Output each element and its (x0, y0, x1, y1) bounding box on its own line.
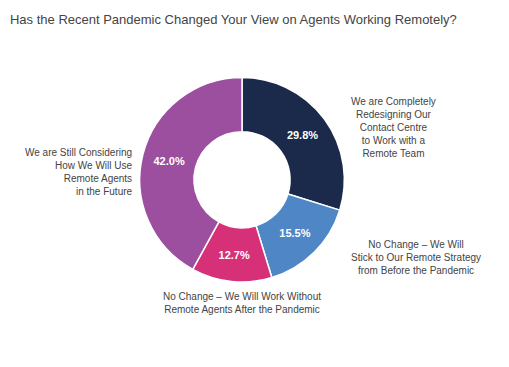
svg-text:No Change – We WillStick to Ou: No Change – We WillStick to Our Remote S… (351, 239, 481, 276)
svg-text:We are Still ConsideringHow We: We are Still ConsideringHow We Will UseR… (25, 147, 133, 197)
svg-text:12.7%: 12.7% (219, 249, 250, 261)
svg-text:Has the Recent Pandemic Change: Has the Recent Pandemic Changed Your Vie… (10, 12, 457, 27)
svg-text:42.0%: 42.0% (153, 155, 184, 167)
svg-text:We are CompletelyRedesigning O: We are CompletelyRedesigning OurContact … (351, 96, 436, 159)
svg-text:29.8%: 29.8% (287, 129, 318, 141)
svg-text:15.5%: 15.5% (279, 227, 310, 239)
svg-text:No Change – We Will Work Witho: No Change – We Will Work WithoutRemote A… (163, 291, 321, 315)
